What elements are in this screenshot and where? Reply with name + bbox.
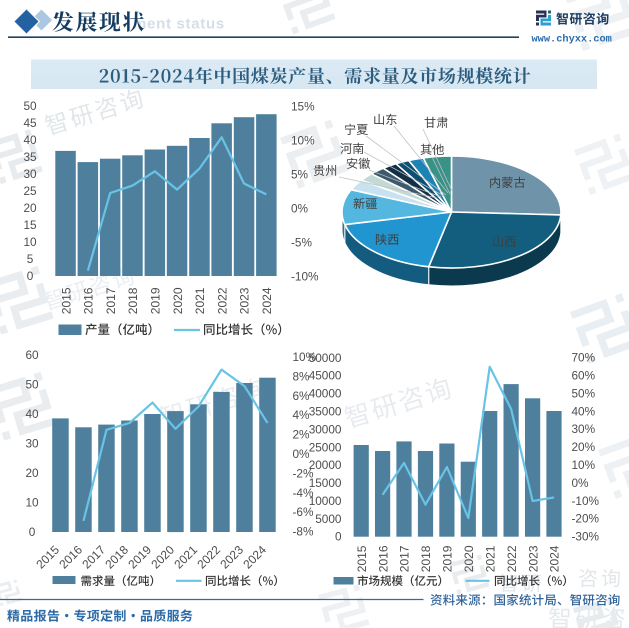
svg-text:2019: 2019 [149, 287, 163, 314]
svg-text:60%: 60% [572, 369, 596, 383]
svg-text:0: 0 [335, 530, 342, 544]
svg-text:40%: 40% [572, 404, 596, 418]
svg-text:2016: 2016 [82, 287, 96, 314]
svg-text:-30%: -30% [572, 530, 600, 544]
svg-text:0%: 0% [572, 476, 590, 490]
svg-text:2018: 2018 [419, 545, 433, 572]
svg-text:35: 35 [23, 150, 37, 164]
svg-text:ment status: ment status [133, 16, 225, 33]
svg-text:50000: 50000 [309, 351, 342, 365]
svg-text:5: 5 [27, 252, 34, 266]
svg-text:10: 10 [25, 496, 39, 510]
svg-text:50: 50 [23, 99, 37, 113]
svg-text:30%: 30% [572, 422, 596, 436]
svg-text:45: 45 [23, 116, 37, 130]
svg-text:30000: 30000 [309, 422, 342, 436]
svg-text:2017: 2017 [104, 287, 118, 314]
svg-text:40000: 40000 [309, 387, 342, 401]
svg-text:40: 40 [25, 407, 39, 421]
svg-text:-5%: -5% [291, 236, 312, 250]
svg-text:5000: 5000 [315, 512, 342, 526]
svg-text:10%: 10% [572, 458, 596, 472]
svg-text:2019: 2019 [441, 545, 455, 572]
svg-text:4%: 4% [293, 408, 311, 422]
svg-text:50: 50 [25, 378, 39, 392]
svg-text:2024: 2024 [548, 545, 562, 572]
svg-text:2023: 2023 [238, 287, 252, 314]
svg-text:60: 60 [25, 348, 39, 362]
svg-text:25000: 25000 [309, 440, 342, 454]
svg-text:2021: 2021 [193, 287, 207, 314]
svg-text:8%: 8% [293, 369, 311, 383]
svg-text:-8%: -8% [293, 525, 314, 539]
svg-text:15%: 15% [291, 100, 315, 114]
svg-text:-2%: -2% [293, 466, 314, 480]
svg-text:2022: 2022 [505, 545, 519, 572]
svg-text:25: 25 [23, 184, 37, 198]
svg-text:0: 0 [29, 525, 36, 539]
svg-text:10: 10 [23, 235, 37, 249]
svg-text:20%: 20% [572, 440, 596, 454]
svg-text:2023: 2023 [526, 545, 540, 572]
svg-text:20: 20 [25, 466, 39, 480]
svg-text:70%: 70% [572, 351, 596, 365]
svg-text:2016: 2016 [376, 545, 390, 572]
svg-text:15: 15 [23, 218, 37, 232]
svg-text:-10%: -10% [291, 270, 319, 284]
svg-text:2020: 2020 [171, 287, 185, 314]
svg-text:-4%: -4% [293, 486, 314, 500]
svg-text:45000: 45000 [309, 369, 342, 383]
svg-text:0: 0 [27, 269, 34, 283]
svg-text:0%: 0% [293, 447, 311, 461]
svg-text:30: 30 [25, 437, 39, 451]
svg-text:2015: 2015 [59, 287, 73, 314]
svg-text:10000: 10000 [309, 494, 342, 508]
svg-text:6%: 6% [293, 389, 311, 403]
svg-text:-20%: -20% [572, 512, 600, 526]
svg-text:2022: 2022 [215, 287, 229, 314]
svg-text:-6%: -6% [293, 505, 314, 519]
svg-text:2015: 2015 [355, 545, 369, 572]
svg-text:50%: 50% [572, 386, 596, 400]
svg-text:2018: 2018 [126, 287, 140, 314]
svg-text:2021: 2021 [483, 545, 497, 572]
svg-text:0%: 0% [291, 202, 309, 216]
svg-text:40: 40 [23, 133, 37, 147]
svg-text:-10%: -10% [572, 494, 600, 508]
svg-text:2%: 2% [293, 428, 311, 442]
svg-text:10%: 10% [291, 134, 315, 148]
svg-text:10%: 10% [293, 350, 317, 364]
svg-text:www.chyxx.com: www.chyxx.com [532, 34, 612, 46]
svg-text:2024: 2024 [260, 287, 274, 314]
svg-text:15000: 15000 [309, 476, 342, 490]
svg-text:2020: 2020 [462, 545, 476, 572]
svg-text:5%: 5% [291, 168, 309, 182]
svg-text:2017: 2017 [398, 545, 412, 572]
svg-text:30: 30 [23, 167, 37, 181]
svg-text:35000: 35000 [309, 405, 342, 419]
svg-text:20: 20 [23, 201, 37, 215]
svg-text:20000: 20000 [309, 458, 342, 472]
